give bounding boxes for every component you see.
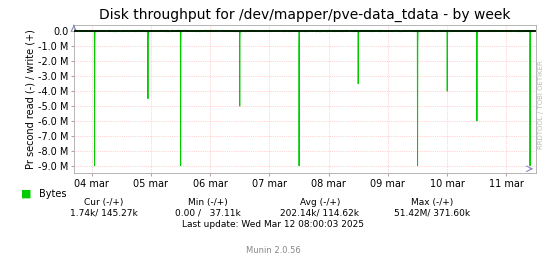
Y-axis label: Pr second read (-) / write (+): Pr second read (-) / write (+): [25, 29, 35, 169]
Title: Disk throughput for /dev/mapper/pve-data_tdata - by week: Disk throughput for /dev/mapper/pve-data…: [99, 8, 511, 22]
Text: 1.74k/ 145.27k: 1.74k/ 145.27k: [70, 209, 138, 218]
Text: Avg (-/+): Avg (-/+): [300, 198, 340, 207]
Text: ■: ■: [21, 189, 31, 199]
Text: Cur (-/+): Cur (-/+): [84, 198, 124, 207]
Text: Bytes: Bytes: [39, 189, 67, 199]
Text: Munin 2.0.56: Munin 2.0.56: [246, 246, 301, 255]
Text: 0.00 /   37.11k: 0.00 / 37.11k: [175, 209, 241, 218]
Text: Min (-/+): Min (-/+): [188, 198, 228, 207]
Text: Max (-/+): Max (-/+): [411, 198, 453, 207]
Text: 202.14k/ 114.62k: 202.14k/ 114.62k: [281, 209, 359, 218]
Text: RRDTOOL / TOBI OETIKER: RRDTOOL / TOBI OETIKER: [538, 60, 544, 149]
Text: Last update: Wed Mar 12 08:00:03 2025: Last update: Wed Mar 12 08:00:03 2025: [183, 220, 364, 229]
Text: 51.42M/ 371.60k: 51.42M/ 371.60k: [394, 209, 470, 218]
